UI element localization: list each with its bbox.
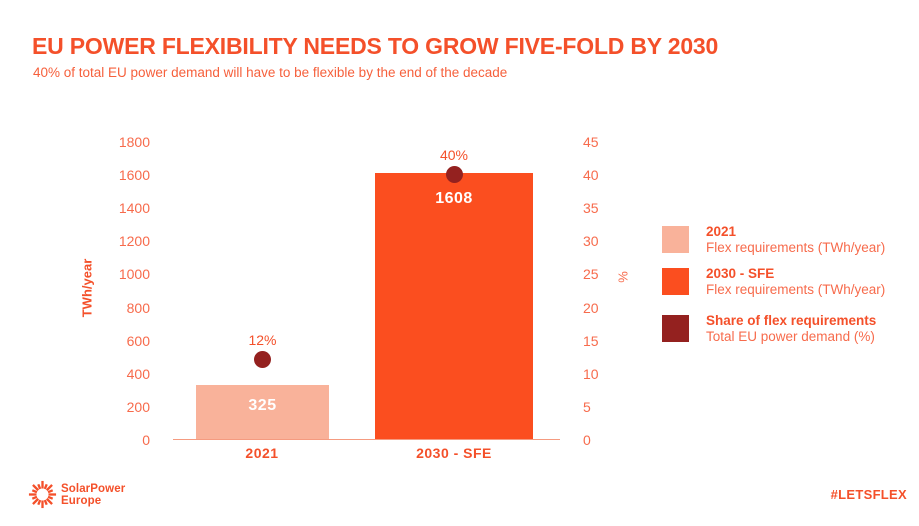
logo-text: SolarPower Europe — [61, 483, 125, 507]
left-axis-tick: 600 — [126, 332, 150, 349]
right-axis-tick: 0 — [583, 431, 591, 448]
right-axis-tick: 40 — [583, 167, 599, 184]
left-axis-tick: 1600 — [118, 167, 150, 184]
bar-2021: 325 — [196, 385, 329, 439]
share-label-2021: 12% — [248, 332, 277, 348]
legend-swatch-2021 — [662, 226, 689, 253]
legend-subtitle: Flex requirements (TWh/year) — [706, 281, 886, 297]
legend-text-2030-sfe: 2030 - SFE Flex requirements (TWh/year) — [706, 266, 885, 297]
right-axis-ticks: 45 40 35 30 25 20 15 10 5 0 — [583, 133, 623, 449]
left-axis-tick: 0 — [142, 431, 150, 448]
bar-2030-sfe: 1608 — [375, 172, 533, 439]
plot-area: 325 1608 12% 40% — [173, 142, 560, 440]
legend-item-2030-sfe: 2030 - SFE Flex requirements (TWh/year) — [662, 266, 912, 297]
bar-value-2030-sfe: 1608 — [435, 189, 473, 207]
left-axis-tick: 1000 — [118, 266, 150, 283]
left-axis-tick: 1800 — [118, 134, 150, 150]
chart-legend: 2021 Flex requirements (TWh/year) 2030 -… — [662, 224, 912, 344]
legend-title: 2021 — [706, 224, 737, 239]
legend-item-2021: 2021 Flex requirements (TWh/year) — [662, 224, 912, 255]
page-title: EU POWER FLEXIBILITY NEEDS TO GROW FIVE-… — [32, 33, 719, 59]
share-dot-2030-sfe — [445, 165, 463, 183]
share-dot-2021 — [254, 351, 271, 368]
right-axis-tick: 20 — [583, 299, 599, 316]
legend-subtitle: Total EU power demand (%) — [706, 328, 875, 344]
sun-icon — [28, 480, 57, 509]
left-axis-tick: 1400 — [118, 200, 150, 217]
right-axis-tick: 10 — [583, 365, 599, 382]
legend-text-share: Share of flex requirements Total EU powe… — [706, 313, 876, 344]
category-label-2021: 2021 — [245, 445, 279, 461]
legend-title: 2030 - SFE — [706, 266, 775, 281]
right-axis-title: % — [615, 271, 631, 283]
left-axis-ticks: 1800 1600 1400 1200 1000 800 600 400 200… — [60, 133, 150, 449]
solarpower-europe-logo: SolarPower Europe — [27, 479, 125, 510]
hashtag-letsflex: #LETSFLEX — [830, 487, 907, 502]
category-label-2030-sfe: 2030 - SFE — [416, 445, 492, 461]
right-axis-tick: 35 — [583, 200, 599, 217]
right-axis-tick: 30 — [583, 233, 599, 250]
logo-line1: SolarPower — [61, 482, 126, 495]
left-axis-tick: 200 — [126, 398, 150, 415]
share-label-2030-sfe: 40% — [439, 146, 469, 163]
bar-value-2021: 325 — [248, 397, 277, 415]
logo-line2: Europe — [61, 494, 102, 507]
right-axis-tick: 5 — [583, 398, 591, 415]
legend-item-share: Share of flex requirements Total EU powe… — [662, 313, 912, 344]
legend-swatch-2030-sfe — [662, 268, 689, 295]
left-axis-tick: 800 — [126, 299, 150, 316]
legend-title: Share of flex requirements — [706, 313, 877, 328]
right-axis-tick: 15 — [583, 332, 599, 349]
legend-subtitle: Flex requirements (TWh/year) — [706, 239, 886, 255]
legend-text-2021: 2021 Flex requirements (TWh/year) — [706, 224, 885, 255]
page-subtitle: 40% of total EU power demand will have t… — [33, 65, 508, 80]
right-axis-tick: 25 — [583, 266, 599, 283]
left-axis-tick: 1200 — [118, 233, 150, 250]
legend-swatch-share — [662, 315, 689, 342]
left-axis-tick: 400 — [126, 365, 150, 382]
right-axis-tick: 45 — [583, 134, 599, 150]
